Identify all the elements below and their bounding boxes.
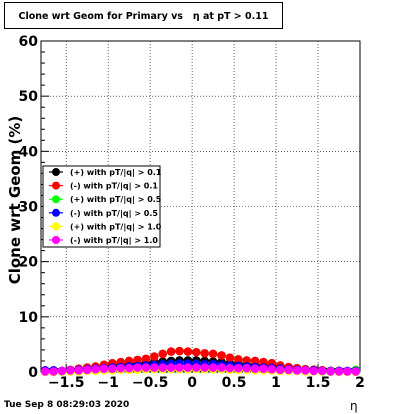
data-point — [74, 366, 84, 375]
data-point — [183, 347, 193, 356]
y-tick-labels: 0 10 20 30 40 50 60 — [19, 34, 39, 381]
legend-swatch — [52, 208, 60, 217]
data-point — [150, 352, 159, 361]
data-point — [150, 363, 159, 372]
data-point — [233, 355, 243, 364]
data-point — [301, 366, 310, 375]
data-point — [326, 367, 335, 376]
data-point — [108, 364, 117, 373]
data-point — [275, 365, 285, 375]
timestamp: Tue Sep 8 08:29:03 2020 — [4, 400, 130, 410]
chart-title: Clone wrt Geom for Primary vs η at pT > … — [18, 11, 269, 22]
title-box: Clone wrt Geom for Primary vs η at pT > … — [4, 2, 283, 29]
data-point — [208, 363, 218, 372]
y-tick-label: 0 — [28, 365, 38, 381]
legend-label: (+) with pT/|q| > 1.0 — [70, 222, 162, 231]
legend-swatch — [52, 222, 60, 231]
data-point — [225, 363, 235, 373]
data-point — [343, 367, 352, 376]
data-point — [82, 365, 92, 375]
legend: (+) with pT/|q| > 0.1 (-) with pT/|q| > 0… — [42, 165, 162, 248]
data-point — [183, 363, 193, 372]
data-point — [166, 347, 176, 356]
data-point — [91, 364, 100, 374]
data-point — [225, 353, 235, 362]
data-point — [99, 364, 109, 373]
data-point — [292, 366, 302, 375]
x-tick-label: 1 — [271, 375, 281, 391]
data-point — [233, 363, 243, 373]
data-point — [66, 366, 75, 375]
data-point — [200, 363, 209, 372]
x-tick-label: −1 — [97, 375, 118, 391]
y-tick-label: 20 — [19, 255, 39, 271]
legend-swatch — [52, 195, 60, 204]
y-tick-label: 10 — [19, 310, 39, 326]
x-tick-label: 0 — [187, 375, 197, 391]
legend-label: (-) with pT/|q| > 1.0 — [70, 236, 158, 245]
data-point — [133, 363, 142, 372]
y-tick-label: 50 — [19, 89, 39, 105]
data-point — [40, 367, 50, 376]
data-point — [49, 367, 58, 376]
data-point — [284, 365, 293, 375]
data-point — [200, 348, 209, 358]
data-point — [242, 363, 251, 373]
data-point — [267, 364, 277, 374]
y-tick-label: 60 — [19, 34, 39, 50]
legend-label: (+) with pT/|q| > 0.1 — [70, 168, 162, 177]
data-point — [158, 349, 168, 359]
legend-label: (-) with pT/|q| > 0.5 — [70, 209, 158, 218]
x-axis-label: η — [350, 399, 358, 413]
x-tick-label: −0.5 — [132, 375, 169, 391]
legend-box — [42, 165, 161, 248]
x-tick-label: 2 — [355, 375, 365, 391]
legend-label: (-) with pT/|q| > 0.1 — [70, 182, 158, 191]
data-point — [208, 349, 218, 359]
data-point — [250, 364, 260, 373]
data-point — [141, 354, 151, 364]
y-tick-label: 30 — [19, 200, 39, 216]
data-point — [141, 363, 151, 372]
data-point — [242, 356, 251, 365]
data-point — [124, 363, 134, 373]
data-point — [116, 363, 126, 373]
legend-label: (+) with pT/|q| > 0.5 — [70, 195, 162, 204]
legend-swatch — [52, 168, 60, 176]
data-point — [317, 366, 327, 376]
data-point — [217, 363, 226, 372]
data-point — [250, 356, 260, 366]
data-point — [259, 364, 268, 373]
data-point — [309, 366, 319, 376]
data-point — [192, 363, 201, 372]
data-point — [217, 351, 226, 360]
x-tick-label: −1.5 — [48, 375, 85, 391]
legend-swatch — [52, 181, 60, 190]
data-point — [192, 347, 201, 357]
x-tick-label: 0.5 — [222, 375, 247, 391]
legend-swatch — [52, 236, 60, 244]
data-point — [57, 366, 67, 376]
data-point — [133, 355, 142, 365]
data-point — [334, 367, 344, 376]
data-point — [166, 363, 176, 372]
y-tick-label: 40 — [19, 144, 39, 160]
x-tick-labels: −1.5 −1 −0.5 0 0.5 1 1.5 2 — [48, 375, 365, 391]
series-6 — [40, 363, 361, 376]
data-series — [40, 346, 361, 377]
data-point — [351, 367, 361, 376]
data-point — [158, 363, 168, 372]
y-axis-label: Clone wrt Geom (%) — [6, 116, 24, 285]
data-point — [175, 363, 184, 372]
x-tick-label: 1.5 — [306, 375, 331, 391]
data-point — [175, 346, 184, 356]
